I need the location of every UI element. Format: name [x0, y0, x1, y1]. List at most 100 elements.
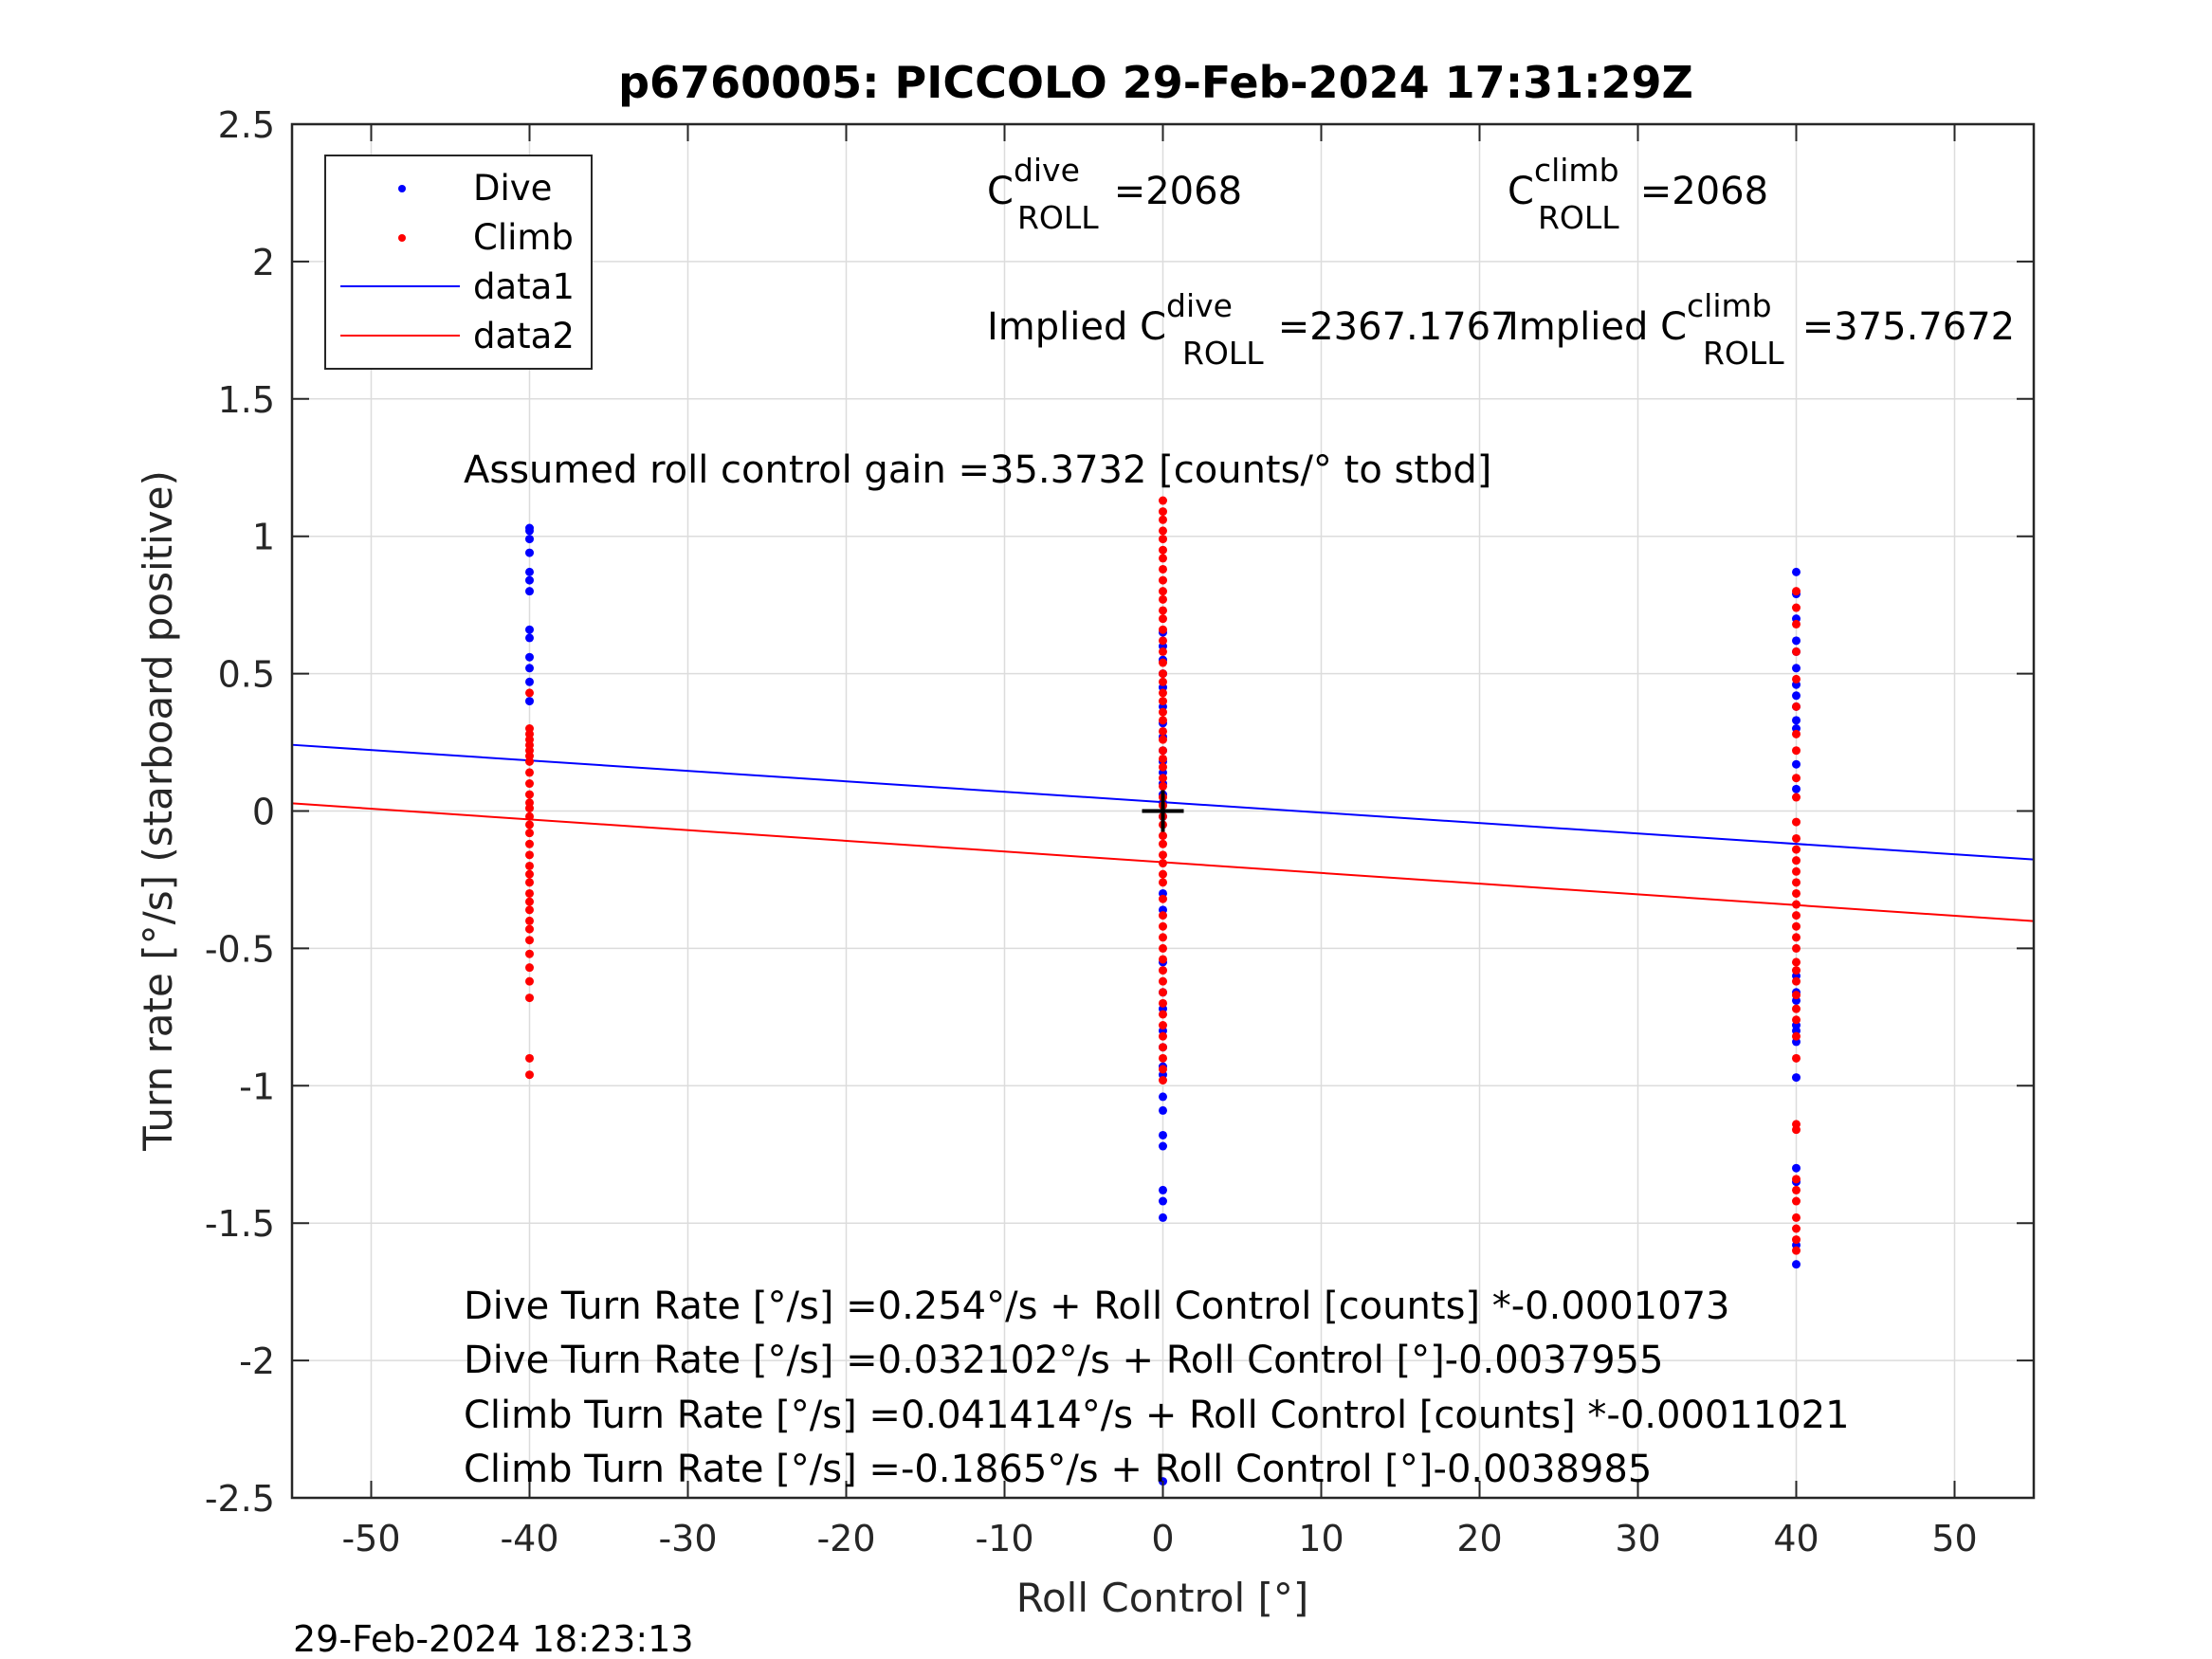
origin-cross-marker [1142, 790, 1184, 832]
point-climb [1792, 774, 1801, 783]
point-climb [1159, 781, 1167, 791]
point-climb [1159, 762, 1167, 772]
implied-climb-sup: climb [1687, 287, 1772, 324]
point-climb [525, 878, 534, 887]
point-climb [1792, 911, 1801, 921]
point-dive [525, 625, 534, 634]
point-climb [1792, 746, 1801, 756]
point-dive [1792, 664, 1801, 673]
equation-climb-degrees: Climb Turn Rate [°/s] =-0.1865°/s + Roll… [464, 1448, 1652, 1491]
y-tick-label: -0.5 [205, 928, 275, 970]
implied-dive-sup: dive [1166, 287, 1233, 324]
point-climb [1159, 839, 1167, 848]
point-climb [525, 1070, 534, 1080]
point-climb [1792, 1031, 1801, 1041]
point-dive [525, 633, 534, 643]
point-climb [1792, 793, 1801, 802]
x-tick-label: -30 [658, 1518, 717, 1559]
point-climb [1792, 991, 1801, 1000]
y-tick-label: 1 [252, 517, 275, 558]
point-climb [1159, 594, 1167, 604]
point-climb [1792, 856, 1801, 866]
c-roll-climb-sub: ROLL [1538, 199, 1619, 236]
implied-c-roll-climb-annotation: Implied Cclimb ROLL =375.7672 [1508, 287, 2015, 372]
point-dive [525, 697, 534, 706]
point-climb [1159, 707, 1167, 717]
y-tick-label: 2 [252, 242, 275, 283]
point-climb [1792, 921, 1801, 931]
point-climb [1792, 729, 1801, 738]
point-climb [1792, 1235, 1801, 1245]
point-climb [1159, 976, 1167, 986]
x-tick-labels: -50 -40 -30 -20 -10 0 10 20 30 40 50 [341, 1518, 1977, 1559]
point-climb [1159, 1053, 1167, 1063]
point-dive [525, 567, 534, 576]
point-climb [525, 949, 534, 958]
point-climb [1159, 966, 1167, 975]
c-roll-dive-value: =2068 [1102, 170, 1242, 213]
y-tick-label: -1.5 [205, 1203, 275, 1245]
point-dive [1792, 691, 1801, 701]
axis-ticks [292, 123, 2034, 1499]
point-climb [1792, 817, 1801, 827]
y-tick-label: 1.5 [218, 379, 275, 421]
x-tick-label: 40 [1773, 1518, 1819, 1559]
point-climb [1792, 674, 1801, 684]
point-climb [1159, 850, 1167, 860]
point-dive [525, 664, 534, 673]
point-climb [1159, 1076, 1167, 1085]
x-axis-label: Roll Control [°] [1016, 1575, 1309, 1621]
point-climb [525, 916, 534, 925]
point-dive [525, 548, 534, 557]
point-dive [1159, 1185, 1167, 1194]
implied-dive-main: Implied C [987, 305, 1166, 349]
point-climb [1159, 526, 1167, 536]
point-climb [1159, 697, 1167, 706]
point-climb [1159, 831, 1167, 841]
c-roll-climb-sup: climb [1534, 152, 1619, 189]
point-climb [1792, 1224, 1801, 1233]
implied-climb-main: Implied C [1508, 305, 1687, 349]
point-climb [525, 839, 534, 848]
point-climb [1792, 1053, 1801, 1063]
point-climb [1159, 894, 1167, 903]
x-tick-label: -10 [975, 1518, 1033, 1559]
c-roll-climb-value: =2068 [1628, 170, 1768, 213]
legend-symbol-dive [398, 185, 406, 192]
point-dive [1159, 1130, 1167, 1139]
c-roll-dive-annotation: Cdive ROLL =2068 [987, 152, 1242, 236]
point-climb [1159, 658, 1167, 667]
implied-c-roll-dive-annotation: Implied Cdive ROLL =2367.1767 [987, 287, 1515, 372]
point-dive [1792, 784, 1801, 793]
point-dive [1159, 1141, 1167, 1151]
point-climb [1792, 1196, 1801, 1206]
point-climb [1159, 515, 1167, 524]
point-climb [525, 804, 534, 813]
point-climb [525, 924, 534, 934]
point-climb [1159, 535, 1167, 544]
point-dive [1792, 716, 1801, 725]
point-climb [1792, 647, 1801, 656]
point-climb [1792, 1185, 1801, 1194]
point-climb [1159, 998, 1167, 1008]
point-dive [1792, 567, 1801, 576]
point-climb [1792, 1125, 1801, 1135]
point-dive [1159, 1105, 1167, 1115]
point-climb [1159, 921, 1167, 931]
point-climb [1792, 966, 1801, 975]
point-dive [525, 677, 534, 686]
x-tick-label: 30 [1615, 1518, 1660, 1559]
point-climb [1792, 619, 1801, 629]
point-dive [525, 587, 534, 596]
point-climb [525, 936, 534, 945]
y-tick-label: -1 [239, 1066, 275, 1107]
assumed-gain-annotation: Assumed roll control gain =35.3732 [coun… [464, 448, 1491, 492]
point-climb [1792, 943, 1801, 953]
y-tick-label: 0.5 [218, 654, 275, 696]
chart-title: p6760005: PICCOLO 29-Feb-2024 17:31:29Z [618, 57, 1693, 108]
legend: Dive Climb data1 data2 [324, 155, 593, 370]
point-climb [1159, 988, 1167, 997]
point-climb [1159, 587, 1167, 596]
point-climb [1159, 554, 1167, 563]
x-tick-label: 10 [1298, 1518, 1344, 1559]
